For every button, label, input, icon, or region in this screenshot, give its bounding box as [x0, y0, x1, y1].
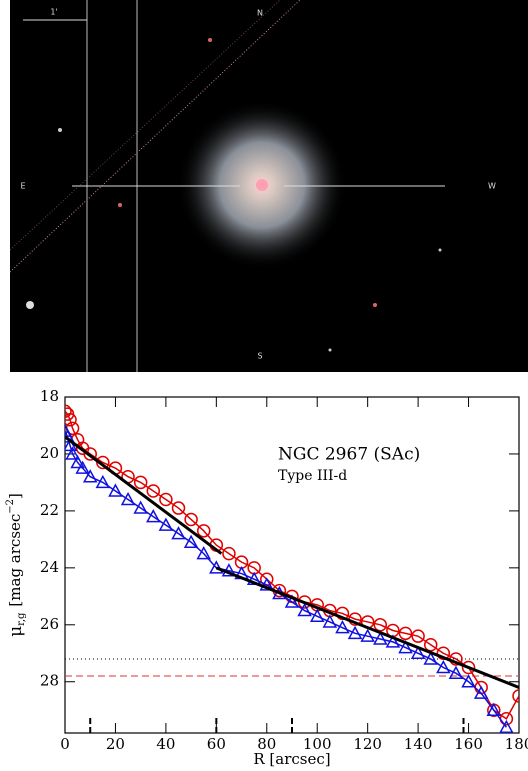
y-tick-label: 20 [40, 444, 59, 462]
data-point [385, 634, 401, 648]
data-point [398, 640, 413, 654]
data-point [196, 546, 211, 560]
data-point [146, 484, 161, 498]
x-tick-label: 20 [106, 735, 125, 753]
data-point [486, 702, 502, 716]
x-tick-label: 100 [303, 735, 332, 753]
data-point [512, 689, 519, 703]
y-tick-label: 24 [40, 558, 59, 576]
data-point [65, 413, 77, 427]
y-tick-label: 18 [40, 387, 59, 405]
data-point [146, 509, 161, 523]
fit-line [215, 566, 519, 689]
chart-subtitle: Type III-d [278, 468, 347, 484]
data-point [448, 665, 464, 679]
data-point [184, 512, 198, 527]
x-tick-label: 60 [207, 735, 226, 753]
data-point [499, 719, 514, 733]
data-point [209, 560, 224, 574]
x-tick-label: 80 [257, 735, 276, 753]
west-label: W [488, 182, 496, 191]
data-point [473, 685, 489, 699]
y-label-symbol: μ [6, 626, 26, 637]
data-point [65, 446, 80, 460]
y-label-text: [mag arcsec [6, 514, 24, 607]
data-point [159, 492, 173, 507]
data-point [196, 524, 211, 538]
data-point [423, 637, 438, 652]
y-label-exponent: −2 [5, 499, 16, 514]
data-point [373, 618, 388, 632]
data-point [171, 526, 186, 540]
y-label-subscript: r,g [16, 612, 27, 626]
data-point [171, 501, 186, 515]
y-axis-label: μr,g [mag arcsec−2] [5, 493, 27, 637]
data-point [436, 659, 451, 674]
north-label: N [257, 9, 263, 18]
data-point [259, 577, 275, 591]
data-point [373, 631, 388, 645]
data-point [411, 629, 425, 643]
data-point [322, 614, 338, 628]
y-tick-label: 22 [40, 501, 59, 519]
data-point [398, 626, 413, 641]
data-point [120, 491, 136, 506]
x-tick-label: 140 [404, 735, 433, 753]
data-point [70, 454, 85, 469]
data-point [108, 483, 123, 497]
data-point [284, 594, 300, 608]
x-axis-label: R [arcsec] [253, 750, 330, 768]
chart-title: NGC 2967 (SAc) [278, 445, 420, 465]
x-tick-label: 40 [156, 735, 175, 753]
south-label: S [257, 352, 262, 361]
y-tick-label: 26 [40, 615, 59, 633]
data-point [158, 517, 174, 531]
data-point [423, 651, 438, 665]
data-point [133, 500, 148, 514]
data-point [75, 460, 90, 474]
data-point [222, 546, 236, 561]
galaxy-image: 1' N E W S [9, 0, 528, 372]
data-point [360, 628, 375, 642]
data-point [83, 447, 97, 461]
east-label: E [20, 182, 25, 191]
data-point [65, 429, 75, 443]
data-point [65, 437, 78, 452]
plot-area [65, 404, 519, 733]
scale-label: 1' [50, 8, 57, 17]
data-point [297, 602, 312, 617]
data-point [95, 474, 111, 489]
x-tick-label: 160 [454, 735, 483, 753]
data-point [82, 469, 98, 483]
x-tick-label: 120 [353, 735, 382, 753]
profile-line [65, 430, 507, 728]
data-point [461, 674, 476, 688]
y-tick-label: 28 [40, 672, 59, 690]
data-point [65, 404, 72, 418]
y-label-close: ] [6, 493, 24, 499]
data-point [410, 645, 426, 660]
data-point [297, 595, 312, 609]
fit-line [65, 435, 223, 555]
data-point [309, 608, 325, 623]
data-point [436, 646, 451, 661]
x-tick-label: 0 [60, 735, 70, 753]
data-point [183, 534, 199, 548]
data-point [347, 625, 363, 640]
data-point [461, 660, 476, 675]
data-point [335, 620, 350, 634]
data-point [335, 606, 350, 621]
data-point [133, 475, 148, 490]
x-tick-label: 180 [505, 735, 528, 753]
